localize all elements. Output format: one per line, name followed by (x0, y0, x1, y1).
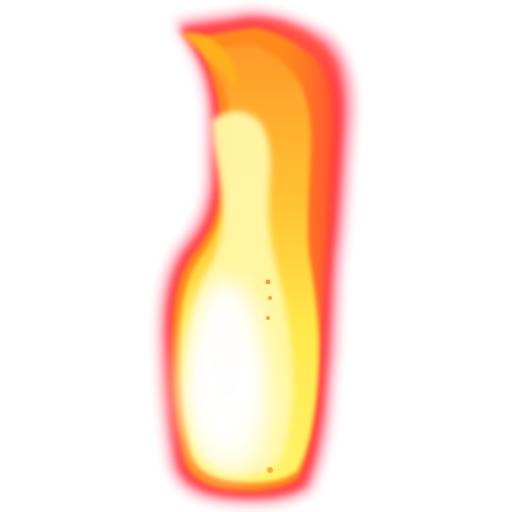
flame-ember-2 (268, 296, 272, 300)
flame-ember-1 (265, 279, 271, 285)
flame-top-wisp (262, 19, 340, 76)
flame-white-core-bright (190, 280, 262, 440)
flame-top-curl (182, 32, 237, 88)
flame-ember-4 (267, 467, 273, 473)
flame-ember-3 (266, 316, 270, 320)
